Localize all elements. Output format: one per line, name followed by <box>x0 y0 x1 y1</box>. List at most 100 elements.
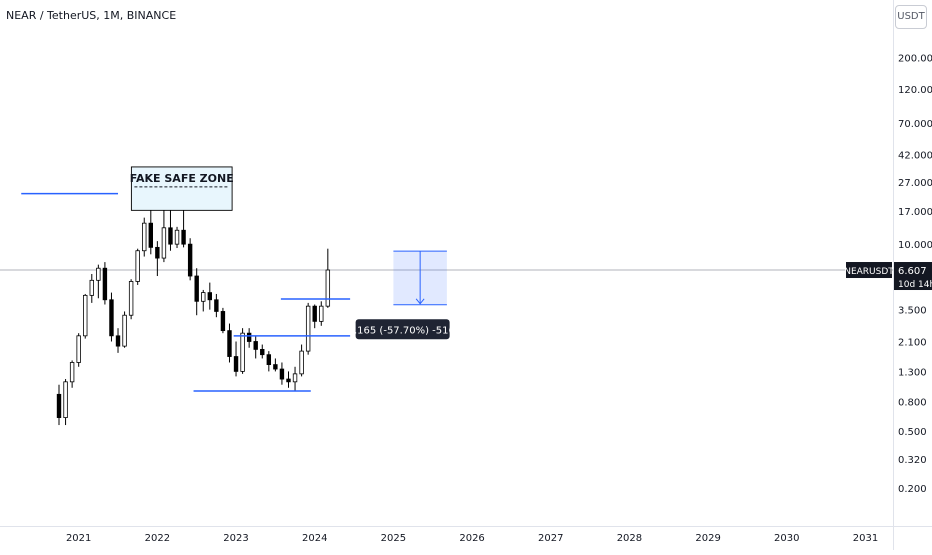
candle-body <box>122 314 127 347</box>
candle[interactable] <box>181 205 186 248</box>
candle[interactable] <box>305 302 311 355</box>
candle[interactable] <box>227 323 232 363</box>
candle[interactable] <box>76 333 81 367</box>
time-axis-label: 2030 <box>774 533 799 544</box>
time-axis-label: 2021 <box>66 533 91 544</box>
candle[interactable] <box>253 335 258 359</box>
candle[interactable] <box>161 200 167 263</box>
candle-body <box>194 275 199 302</box>
candle[interactable] <box>148 207 154 255</box>
candle[interactable] <box>207 282 213 310</box>
price-axis-label: 10.000 <box>898 240 932 251</box>
candle-body <box>292 373 298 383</box>
candle[interactable] <box>292 366 298 391</box>
time-axis-label: 2028 <box>617 533 642 544</box>
time-axis-label: 2029 <box>695 533 720 544</box>
candle[interactable] <box>135 248 140 285</box>
candle-body <box>246 332 252 342</box>
candle-body <box>76 335 81 363</box>
time-axis: 2021 2022 2023 2024 2025 2026 2027 2028 2029 2030… <box>66 533 878 544</box>
candle[interactable] <box>266 351 272 372</box>
fake-safe-zone-label: FAKE SAFE ZONE <box>130 172 234 185</box>
candle[interactable] <box>69 360 75 388</box>
candle-body <box>312 305 317 322</box>
time-axis-label: 2022 <box>145 533 170 544</box>
candle-body <box>273 364 278 370</box>
candle-body <box>319 305 324 322</box>
candle[interactable] <box>194 268 199 316</box>
time-axis-label: 2025 <box>381 533 406 544</box>
candle[interactable] <box>155 241 160 277</box>
candle-body <box>325 269 331 307</box>
candle[interactable] <box>260 344 265 359</box>
price-axis: 200.000 120.000 70.000 42.000 27.000 17.000 10… <box>844 53 932 495</box>
candle[interactable] <box>240 328 245 374</box>
candle-body <box>109 299 114 337</box>
price-tag-countdown: 10d 14h <box>898 280 932 290</box>
measure-tooltip-label: -5.165 (-57.70%) -5165 <box>344 325 461 336</box>
symbol-tag[interactable] <box>846 262 892 279</box>
candle[interactable] <box>102 262 108 305</box>
candle[interactable] <box>246 328 252 348</box>
measure-tooltip <box>355 319 450 340</box>
candle-body <box>102 267 108 301</box>
candle[interactable] <box>220 307 226 334</box>
candle-body <box>161 227 167 259</box>
candle-body <box>305 305 311 352</box>
candle-body <box>155 246 160 259</box>
candle[interactable] <box>312 304 317 329</box>
symbol-tag-label: NEARUSDT <box>844 267 894 277</box>
price-axis-label: 27.000 <box>898 178 932 189</box>
candle[interactable] <box>319 301 324 326</box>
price-axis-label: 70.000 <box>898 119 932 130</box>
candle-body <box>115 335 121 347</box>
price-tag[interactable] <box>894 262 932 291</box>
candle[interactable] <box>168 209 173 251</box>
candle[interactable] <box>286 371 291 388</box>
time-axis-label: 2024 <box>302 533 327 544</box>
fake-safe-zone-box[interactable] <box>130 166 233 211</box>
candle-body <box>83 294 88 337</box>
candle-body <box>168 227 173 245</box>
candle[interactable] <box>214 293 219 318</box>
price-axis-label: 42.000 <box>898 151 932 162</box>
candle[interactable] <box>96 264 101 299</box>
candle-body <box>142 222 147 252</box>
price-axis-label: 1.300 <box>898 367 927 378</box>
price-tag-value: 6.607 <box>898 266 927 277</box>
candle[interactable] <box>299 344 304 377</box>
candle[interactable] <box>122 311 127 348</box>
candle[interactable] <box>325 248 331 308</box>
candle[interactable] <box>233 341 239 377</box>
candle[interactable] <box>83 293 88 339</box>
candle-body <box>56 393 62 418</box>
candle-body <box>240 332 245 372</box>
candle[interactable] <box>201 289 206 312</box>
candle[interactable] <box>142 217 147 257</box>
price-axis-label: 17.000 <box>898 207 932 218</box>
candle-body <box>148 222 154 248</box>
annotations: FAKE SAFE ZONE -5.165 (-57.70%) -5165 <box>21 166 461 392</box>
candle-body <box>233 356 239 372</box>
candle[interactable] <box>115 328 121 353</box>
candle[interactable] <box>109 292 114 342</box>
candle[interactable] <box>174 226 180 249</box>
candle[interactable] <box>187 238 193 281</box>
candle[interactable] <box>273 358 278 372</box>
candle-body <box>214 299 219 312</box>
time-axis-label: 2023 <box>223 533 248 544</box>
price-axis-label: 3.500 <box>898 306 927 317</box>
currency-button[interactable]: USDT <box>895 5 927 29</box>
candle[interactable] <box>128 279 134 320</box>
candle-body <box>181 229 186 245</box>
price-axis-label: 0.800 <box>898 398 927 409</box>
candle[interactable] <box>279 362 285 385</box>
candle[interactable] <box>89 273 94 303</box>
candle[interactable] <box>63 379 68 426</box>
candle-body <box>69 362 75 383</box>
time-axis-label: 2026 <box>459 533 484 544</box>
candle[interactable] <box>56 384 62 426</box>
